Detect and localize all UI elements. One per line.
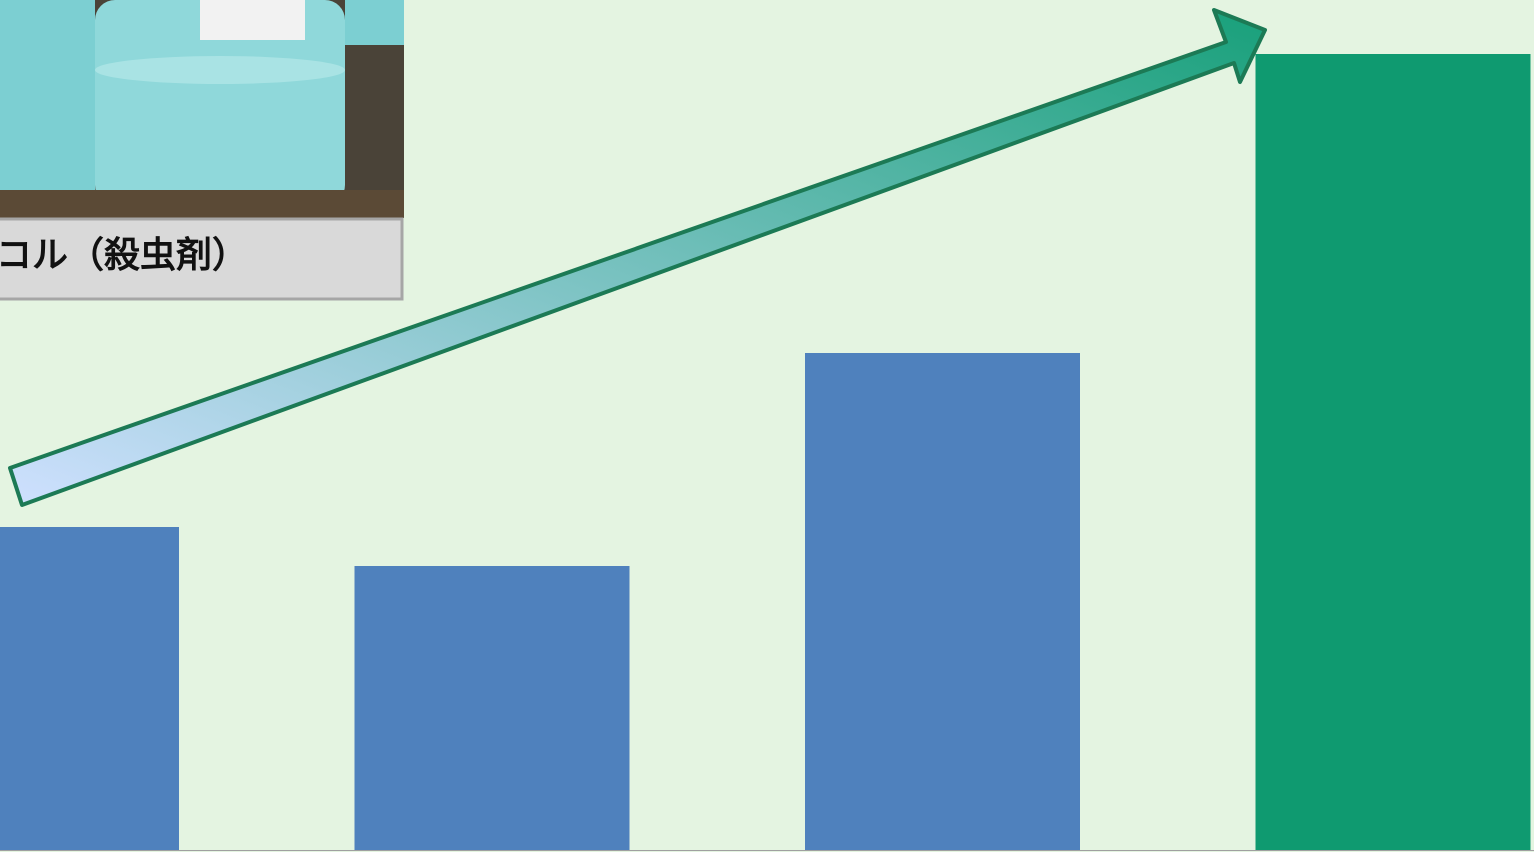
caption-box [0,217,404,301]
pallet [0,190,404,218]
drum [345,0,404,45]
bar [354,566,630,850]
drum [0,0,95,200]
drum [95,0,345,205]
photo [0,0,404,218]
trend-arrow [8,8,1267,507]
drum-rim [95,56,345,84]
drum-label [200,0,305,40]
bar [1255,54,1531,850]
bars [0,54,1531,850]
caption: コル（殺虫剤） [0,235,248,276]
bar [0,527,179,850]
bar [805,353,1080,850]
